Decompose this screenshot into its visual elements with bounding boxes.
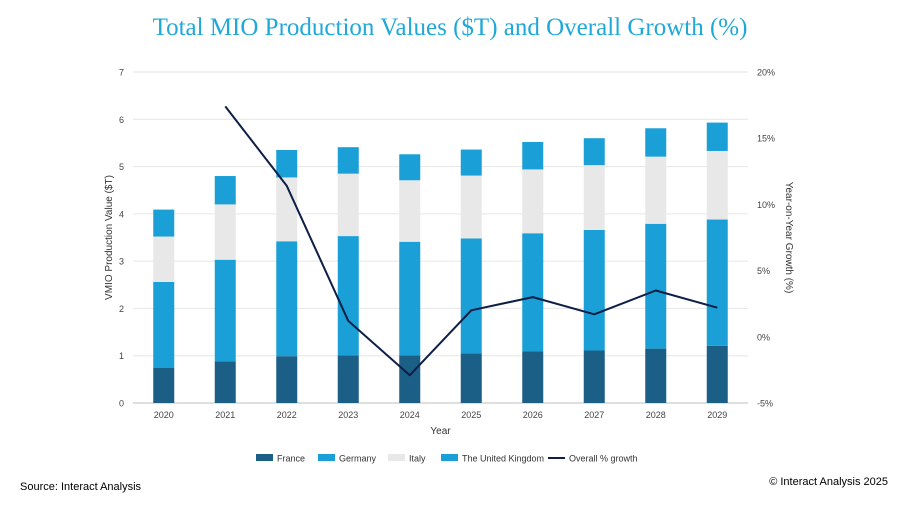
x-tick-label: 2026: [523, 410, 543, 420]
bar-germany: [645, 223, 667, 349]
x-tick-label: 2021: [215, 410, 235, 420]
legend-swatch: [388, 454, 405, 461]
bar-france: [337, 355, 359, 403]
x-tick-label: 2023: [338, 410, 358, 420]
y-tick-label: 0: [119, 399, 124, 409]
bar-the-united-kingdom: [276, 150, 298, 178]
bar-france: [214, 361, 236, 403]
legend-label: The United Kingdom: [462, 454, 544, 464]
bar-france: [522, 351, 544, 403]
growth-line-path: [224, 105, 718, 377]
y-tick-label: 6: [119, 115, 124, 125]
bar-italy: [460, 175, 482, 239]
bar-germany: [706, 219, 728, 346]
x-tick-label: 2028: [646, 410, 666, 420]
x-tick-label: 2029: [707, 410, 727, 420]
legend-label: Overall % growth: [569, 454, 638, 464]
y-axis-title: VMIO Production Value ($T): [104, 175, 115, 300]
x-tick-label: 2024: [400, 410, 420, 420]
bar-germany: [522, 233, 544, 352]
bar-france: [276, 356, 298, 403]
x-tick-label: 2022: [277, 410, 297, 420]
x-tick-label: 2020: [154, 410, 174, 420]
bar-germany: [399, 241, 421, 356]
legend-swatch: [318, 454, 335, 461]
bar-france: [399, 355, 421, 403]
bar-germany: [214, 259, 236, 362]
bar-italy: [276, 177, 298, 242]
legend-label: France: [277, 454, 305, 464]
legend-swatch: [441, 454, 458, 461]
copyright-note: © Interact Analysis 2025: [769, 476, 888, 488]
y-tick-label: 5: [119, 162, 124, 172]
bar-italy: [214, 204, 236, 260]
y-tick-label: 3: [119, 257, 124, 267]
bar-italy: [645, 156, 667, 224]
bar-italy: [337, 173, 359, 237]
y-tick-label: 4: [119, 209, 124, 219]
y-tick-label: 7: [119, 68, 124, 78]
x-axis-title: Year: [430, 426, 451, 437]
bar-the-united-kingdom: [153, 209, 175, 237]
bar-italy: [153, 236, 175, 282]
bar-stacks: [153, 122, 728, 403]
bar-france: [153, 368, 175, 403]
bar-germany: [460, 238, 482, 354]
chart-title: Total MIO Production Values ($T) and Ove…: [152, 14, 748, 41]
bar-the-united-kingdom: [460, 149, 482, 176]
y2-tick-label: -5%: [757, 399, 773, 409]
bar-italy: [399, 180, 421, 242]
bar-the-united-kingdom: [522, 141, 544, 170]
bar-france: [583, 350, 605, 403]
bar-france: [645, 348, 667, 403]
bar-the-united-kingdom: [706, 122, 728, 151]
bar-germany: [337, 236, 359, 356]
bar-italy: [522, 169, 544, 234]
bar-the-united-kingdom: [337, 147, 359, 174]
bar-france: [460, 353, 482, 403]
bar-germany: [276, 241, 298, 357]
y2-tick-label: 0%: [757, 332, 770, 342]
bar-the-united-kingdom: [214, 176, 236, 205]
source-note: Source: Interact Analysis: [20, 481, 142, 493]
bar-the-united-kingdom: [583, 138, 605, 166]
bar-italy: [706, 150, 728, 220]
legend: France Germany Italy The United Kingdom Over…: [256, 454, 638, 464]
x-tick-label: 2027: [584, 410, 604, 420]
bar-the-united-kingdom: [399, 154, 421, 181]
bar-germany: [153, 281, 175, 369]
y2-tick-label: 15%: [757, 134, 775, 144]
growth-line: [224, 105, 718, 377]
legend-label: Italy: [409, 454, 426, 464]
y2-axis-title: Year-on-Year Growth (%): [783, 182, 794, 294]
x-tick-label: 2025: [461, 410, 481, 420]
bar-france: [706, 345, 728, 403]
y2-tick-label: 20%: [757, 68, 775, 78]
legend-swatch: [256, 454, 273, 461]
bar-italy: [583, 165, 605, 230]
bar-germany: [583, 229, 605, 351]
y2-tick-label: 10%: [757, 200, 775, 210]
y-tick-label: 2: [119, 304, 124, 314]
legend-label: Germany: [339, 454, 377, 464]
bar-the-united-kingdom: [645, 128, 667, 157]
y2-tick-label: 5%: [757, 266, 770, 276]
y-tick-label: 1: [119, 351, 124, 361]
axes: 0 1 2 3 4 5 6 7 -5% 0% 5% 10% 15% 20% 2020 2021 2022 2023…: [104, 68, 794, 438]
